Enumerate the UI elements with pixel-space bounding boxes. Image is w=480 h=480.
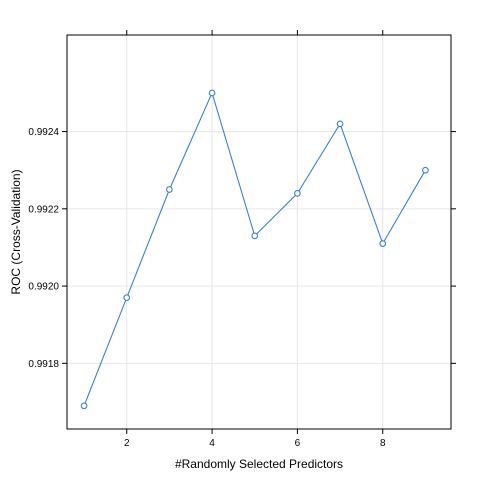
data-point [208,89,216,97]
plot-frame [66,34,452,430]
x-tick-label: 6 [295,438,301,449]
y-tick-label: 0.9918 [28,359,59,370]
x-axis-title: #Randomly Selected Predictors [175,457,343,471]
data-point [294,190,301,197]
axis-ticks: 2 4 6 8 0.9918 0.9920 0.9922 0.9924 [28,30,456,449]
series-layer [80,89,429,410]
y-axis-title: ROC (Cross-Validation) [9,169,23,294]
x-tick-label: 2 [124,438,130,449]
data-point [422,166,429,174]
data-point [251,232,259,240]
data-point [166,186,173,193]
y-tick-label: 0.9920 [28,282,59,293]
data-point [123,294,131,302]
series-line [83,91,426,407]
x-tick-label: 8 [380,438,386,449]
y-tick-label: 0.9924 [28,127,59,138]
y-tick-label: 0.9922 [28,204,59,215]
data-point [336,120,344,128]
data-point [80,402,88,410]
x-tick-label: 4 [209,438,215,449]
data-point [379,240,387,247]
